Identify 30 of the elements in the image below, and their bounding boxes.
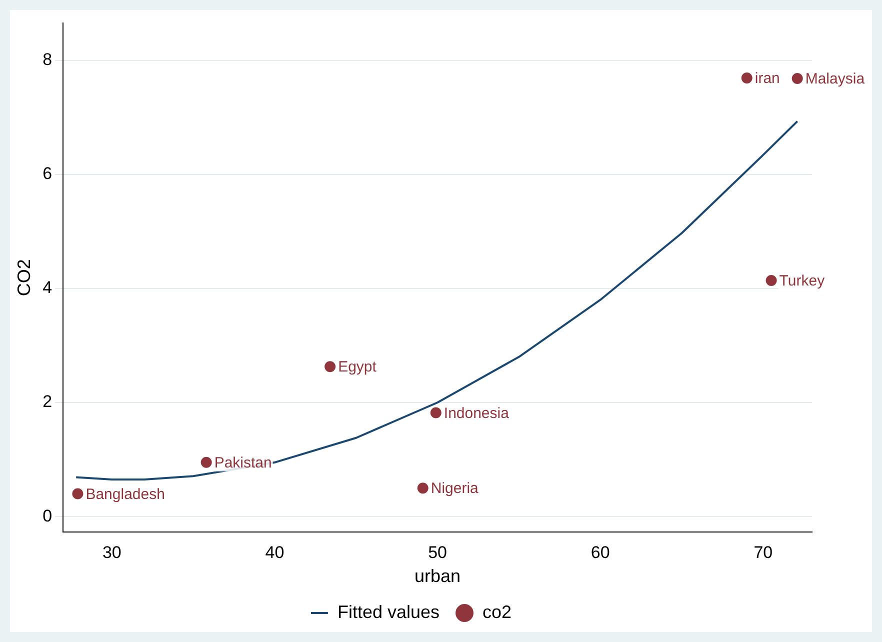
x-tick-label: 50 [428, 542, 447, 562]
y-tick-label: 6 [42, 164, 52, 184]
point [417, 482, 428, 494]
annotation: iran [754, 70, 780, 88]
y-tick-label: 0 [42, 506, 52, 526]
point [741, 72, 752, 84]
x-tick-label: 30 [102, 542, 122, 562]
y-tick-label: 8 [42, 50, 52, 69]
annotation: Pakistan [214, 454, 272, 472]
x-tick-label: 60 [590, 542, 610, 562]
annotation: Nigeria [430, 480, 480, 498]
point [324, 361, 336, 372]
point [430, 407, 442, 418]
y-tick-label: 2 [42, 392, 52, 412]
y-tick-label: 4 [42, 278, 52, 298]
point [72, 488, 84, 500]
annotation: Egypt [338, 358, 378, 376]
annotation: Turkey [779, 272, 826, 290]
annotation: Bangladesh [86, 486, 165, 503]
annotation: Malaysia [805, 70, 866, 88]
point [200, 456, 212, 468]
legend-label: co2 [482, 602, 512, 622]
x-axis-title: urban [414, 566, 461, 586]
x-tick-label: 70 [754, 542, 773, 562]
y-axis-title: CO2 [14, 259, 34, 296]
x-tick-label: 40 [265, 542, 284, 562]
annotation: Indonesia [444, 404, 510, 422]
legend-label: Fitted values [337, 602, 440, 622]
point [766, 274, 777, 286]
point [792, 73, 803, 84]
